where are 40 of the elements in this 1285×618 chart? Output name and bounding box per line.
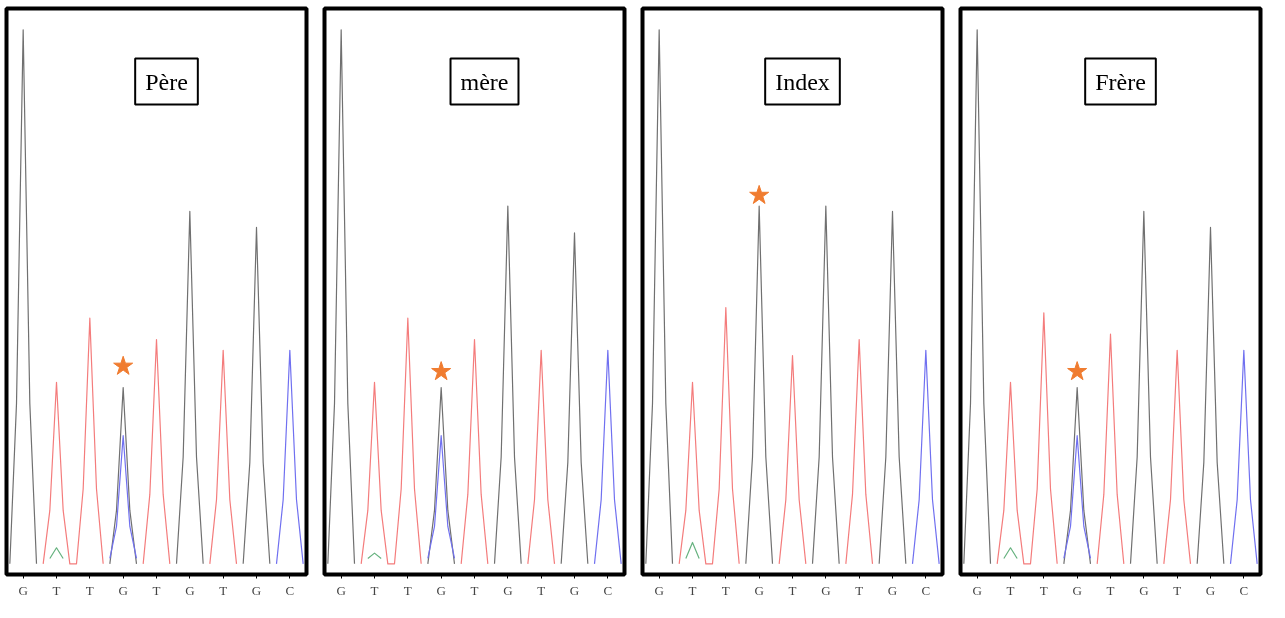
x-tick-label: T xyxy=(1106,582,1115,598)
x-tick-label: G xyxy=(1205,582,1216,598)
x-tick-label: T xyxy=(1039,582,1048,598)
x-tick-label: C xyxy=(285,582,295,598)
x-tick-label: C xyxy=(1239,582,1249,598)
x-tick-label: G xyxy=(887,582,898,598)
x-tick-label: T xyxy=(403,582,412,598)
x-tick-label: T xyxy=(721,582,730,598)
x-tick-label: G xyxy=(1139,582,1149,598)
x-tick-label: C xyxy=(603,582,613,598)
x-tick-label: G xyxy=(754,582,764,598)
x-tick-label: T xyxy=(855,582,864,598)
x-tick-label: G xyxy=(251,582,262,598)
x-tick-label: C xyxy=(921,582,931,598)
x-tick-label: G xyxy=(654,582,664,598)
x-tick-label: T xyxy=(85,582,94,598)
x-tick-label: T xyxy=(788,582,797,598)
text: mère xyxy=(460,68,509,95)
text: Frère xyxy=(1095,68,1146,95)
x-tick-label: G xyxy=(18,582,28,598)
x-tick-label: G xyxy=(185,582,195,598)
x-tick-label: T xyxy=(470,582,479,598)
x-tick-label: G xyxy=(972,582,982,598)
x-tick-label: G xyxy=(503,582,513,598)
x-tick-label: G xyxy=(1072,582,1082,598)
x-tick-label: T xyxy=(152,582,161,598)
x-tick-label: T xyxy=(1006,582,1015,598)
x-tick-label: G xyxy=(436,582,446,598)
text: Index xyxy=(775,68,830,95)
x-tick-label: G xyxy=(821,582,831,598)
x-tick-label: T xyxy=(219,582,228,598)
x-tick-label: G xyxy=(336,582,346,598)
x-tick-label: T xyxy=(1173,582,1182,598)
text: Père xyxy=(145,68,188,95)
x-tick-label: T xyxy=(370,582,379,598)
x-tick-label: G xyxy=(118,582,128,598)
x-tick-label: T xyxy=(52,582,61,598)
x-tick-label: T xyxy=(688,582,697,598)
x-tick-label: T xyxy=(537,582,546,598)
x-tick-label: G xyxy=(569,582,580,598)
